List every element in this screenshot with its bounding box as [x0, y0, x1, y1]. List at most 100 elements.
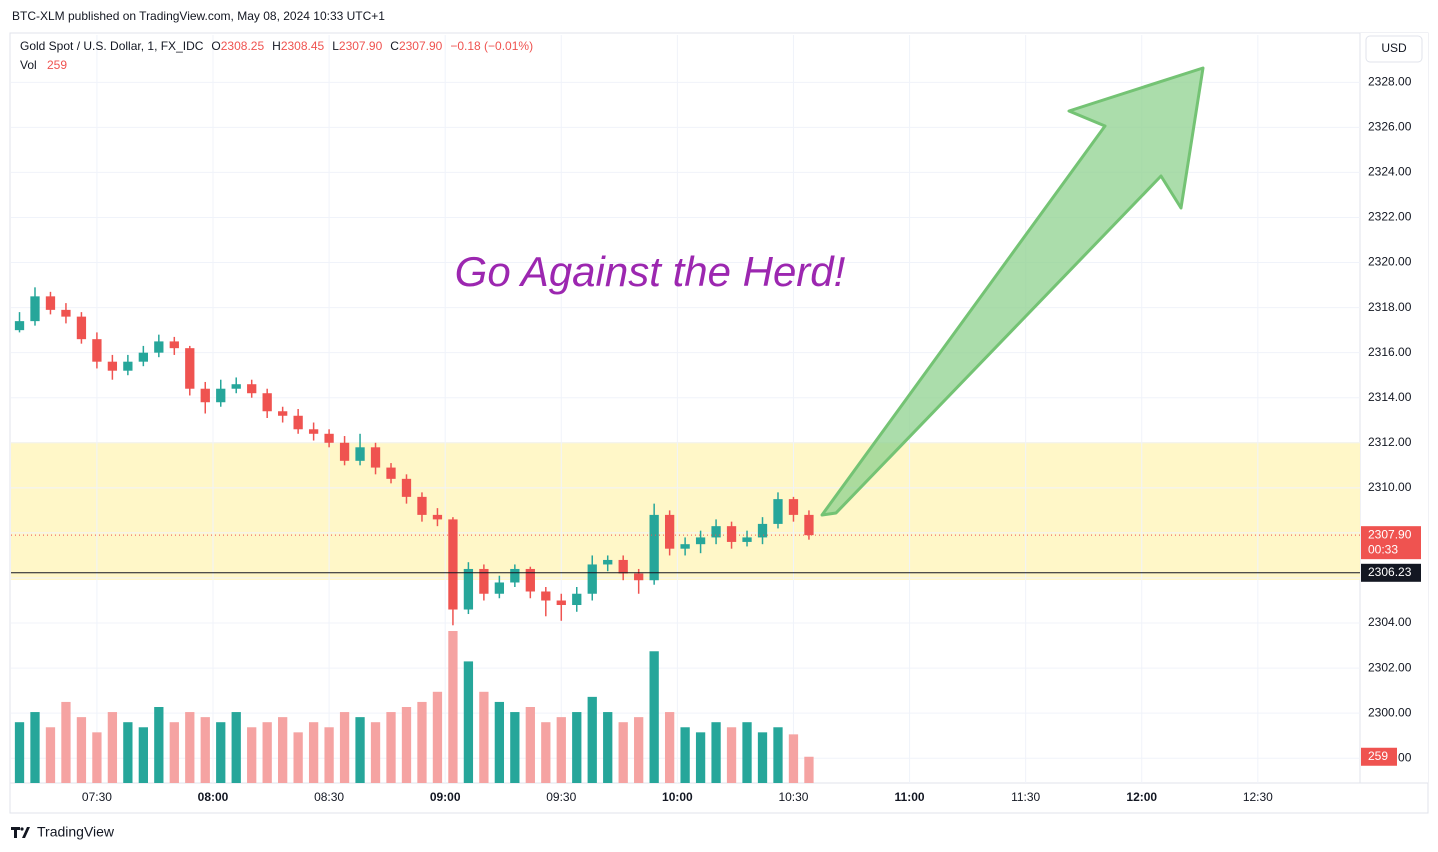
ohlc-key: O [211, 39, 220, 53]
candle-body [30, 296, 40, 322]
volume-bar [355, 717, 365, 783]
volume-bar [216, 722, 226, 783]
candle-body [293, 415, 303, 430]
crosshair-label: 2306.23 [1368, 565, 1412, 579]
volume-bar [773, 727, 783, 783]
volume-bar [107, 712, 118, 783]
candle-body [14, 321, 25, 331]
x-tick-label: 11:00 [895, 790, 925, 804]
volume-bar [572, 712, 582, 783]
candle-body [479, 568, 489, 594]
y-tick-label: 2302.00 [1368, 660, 1412, 674]
candle-body [200, 388, 210, 403]
candle-body [76, 316, 87, 340]
candle-body [587, 564, 597, 594]
ohlc-value: 2308.25 [221, 39, 265, 53]
volume-bar [370, 722, 381, 783]
volume-bar [711, 722, 721, 783]
price-axis-bg [1360, 33, 1428, 783]
candle-body [92, 339, 102, 362]
candle-body [123, 361, 133, 371]
y-tick-label: 2324.00 [1368, 165, 1412, 179]
volume-bar [169, 722, 179, 783]
volume-bar [417, 701, 427, 783]
candle-body [510, 568, 520, 583]
y-tick-label: 2328.00 [1368, 74, 1412, 88]
candle-body [556, 600, 566, 606]
volume-bar [494, 701, 505, 783]
candle-body [169, 341, 179, 349]
x-tick-label: 10:30 [778, 790, 808, 804]
candle-body [154, 341, 164, 353]
volume-bar [479, 691, 489, 783]
currency-button[interactable] [1365, 35, 1423, 63]
volume-bar [339, 712, 350, 783]
volume-bar [634, 717, 644, 783]
logo [11, 827, 30, 838]
ohlc-key: C [390, 39, 399, 53]
chart-frame [9, 32, 1429, 814]
last-price-tag [1361, 526, 1421, 560]
volume-bar [231, 712, 241, 783]
volume-bar [587, 696, 597, 783]
candle-body [618, 559, 628, 574]
candle-body [804, 514, 814, 536]
y-tick-label: 2314.00 [1368, 390, 1412, 404]
volume-bar [695, 732, 706, 783]
candle-body [572, 593, 582, 606]
volume-bar [76, 717, 87, 783]
volume-bar [401, 707, 412, 783]
volume-bar [324, 727, 334, 783]
ohlc-value: 2308.45 [281, 39, 325, 53]
candle-body [216, 388, 226, 403]
volume-bar [262, 722, 272, 783]
candle-body [401, 478, 412, 497]
candle-body [417, 496, 427, 515]
candle-body [463, 568, 474, 610]
candle-body [664, 514, 675, 549]
candle-body [107, 361, 118, 371]
candle-body [649, 514, 659, 581]
volume-bar [386, 712, 396, 783]
volume-bar [278, 717, 288, 783]
volume-bar [804, 756, 814, 783]
candle-body [788, 499, 799, 515]
x-tick-label: 08:30 [314, 790, 344, 804]
brand: TradingView [37, 824, 115, 840]
ohlc-value: 2307.90 [399, 39, 443, 53]
candle-body [695, 537, 706, 545]
x-tick-label: 11:30 [1011, 790, 1040, 804]
volume-bar [293, 732, 303, 783]
volume-bar [200, 717, 210, 783]
volume-bar [45, 727, 56, 783]
x-tick-label: 09:00 [430, 790, 461, 804]
volume-bar [30, 712, 40, 783]
candle-body [726, 526, 737, 542]
candle-body [339, 442, 350, 461]
x-tick-label: 10:00 [662, 790, 693, 804]
candle-body [278, 411, 288, 416]
candle-body [757, 523, 768, 538]
volume-label: Vol [20, 58, 37, 72]
volume-bar [154, 707, 164, 783]
candle-body [680, 544, 690, 549]
candle-body [711, 526, 721, 538]
candle-body [308, 429, 319, 434]
candle-body [386, 467, 396, 479]
volume-tag [1361, 747, 1397, 766]
countdown: 00:33 [1368, 542, 1398, 556]
candle-body [541, 591, 551, 601]
candle-body [247, 384, 257, 394]
candle-body [262, 393, 272, 412]
candle-body [448, 519, 458, 610]
candle-body [45, 296, 56, 310]
y-tick-label: 2318.00 [1368, 300, 1412, 314]
volume-bar [14, 722, 25, 783]
volume-bar [603, 712, 613, 783]
volume-value: 259 [47, 58, 67, 72]
currency[interactable]: USD [1381, 41, 1407, 55]
y-tick-label: 2304.00 [1368, 615, 1412, 629]
volume-bar [788, 734, 799, 783]
volume-bar [432, 691, 443, 783]
volume-bar [448, 631, 458, 783]
